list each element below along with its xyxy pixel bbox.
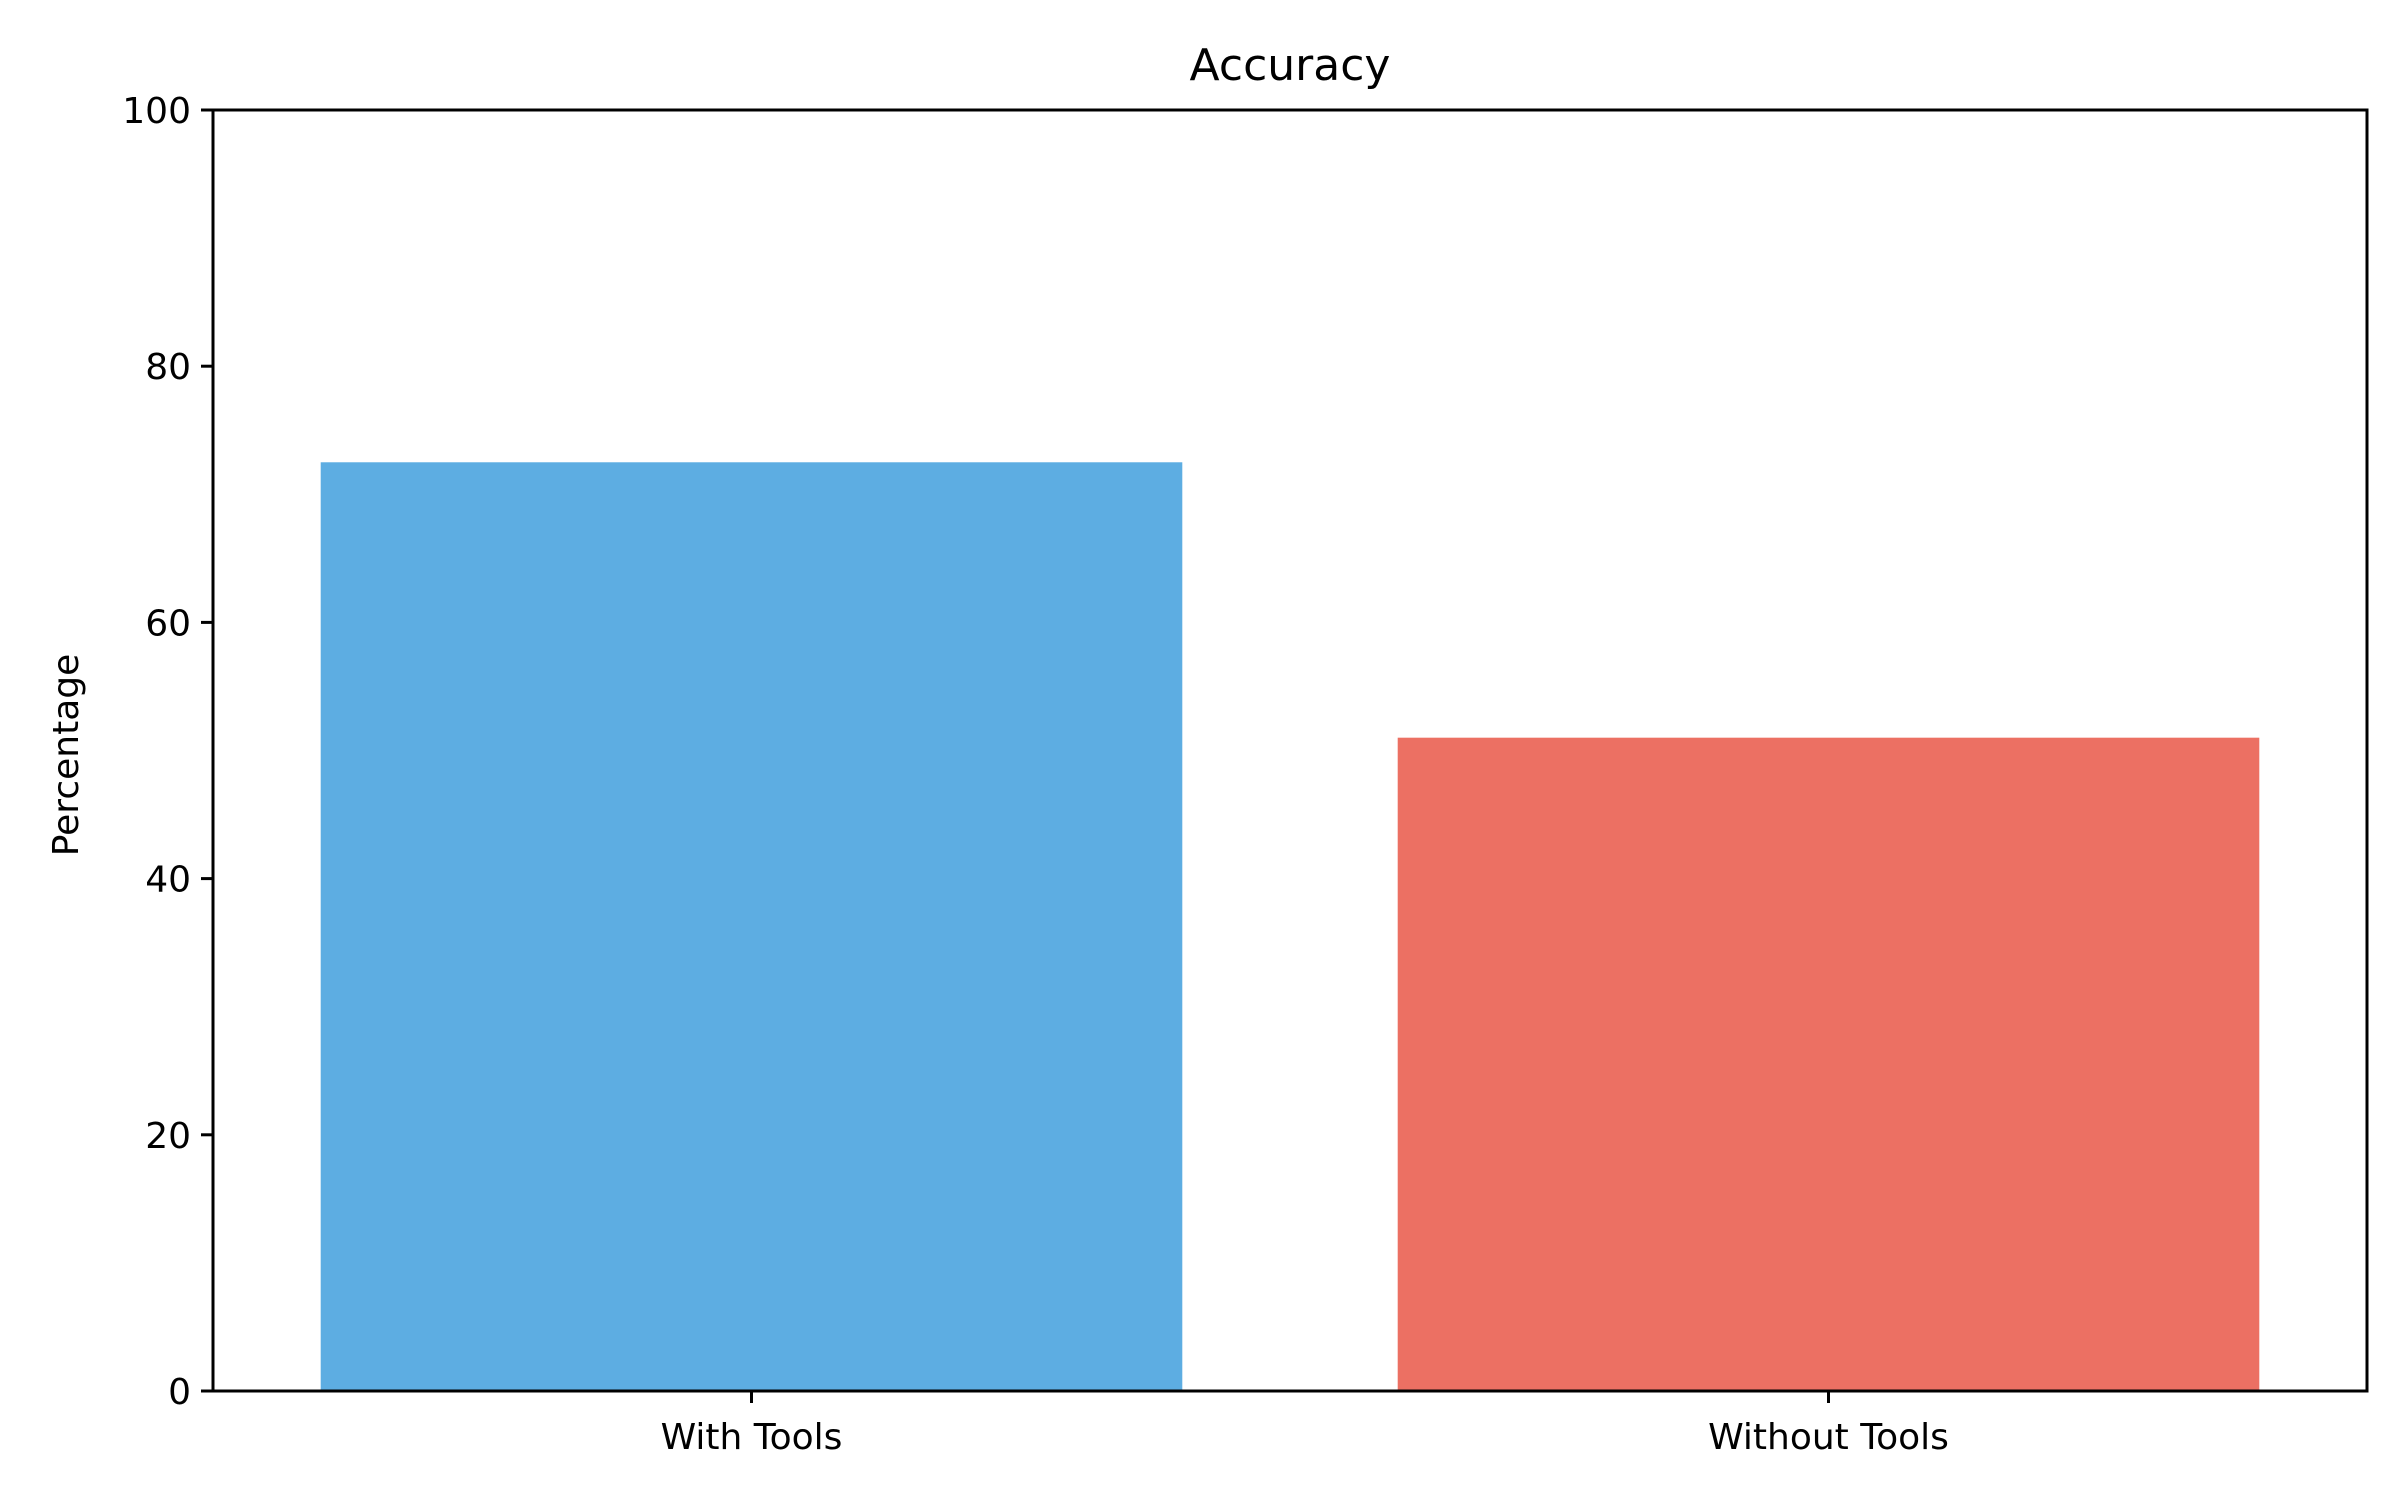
y-tick-label: 20: [145, 1116, 191, 1157]
bar-without-tools: [1397, 737, 2260, 1391]
bar-with-tools: [320, 462, 1183, 1391]
y-axis-title: Percentage: [46, 654, 87, 857]
x-tick-label: With Tools: [661, 1417, 843, 1458]
chart-title: Accuracy: [1190, 40, 1391, 91]
x-axis: With Tools Without Tools: [661, 1391, 1949, 1458]
plot-frame: [211, 108, 2369, 1393]
x-tick-label: Without Tools: [1708, 1417, 1949, 1458]
y-axis: 0 20 40 60 80 100: [122, 91, 213, 1413]
y-tick-label: 40: [145, 860, 191, 901]
y-tick-label: 60: [145, 603, 191, 644]
y-tick-label: 100: [122, 91, 191, 132]
y-tick-label: 80: [145, 347, 191, 388]
bars-layer: [320, 462, 2260, 1391]
y-tick-label: 0: [168, 1372, 191, 1413]
